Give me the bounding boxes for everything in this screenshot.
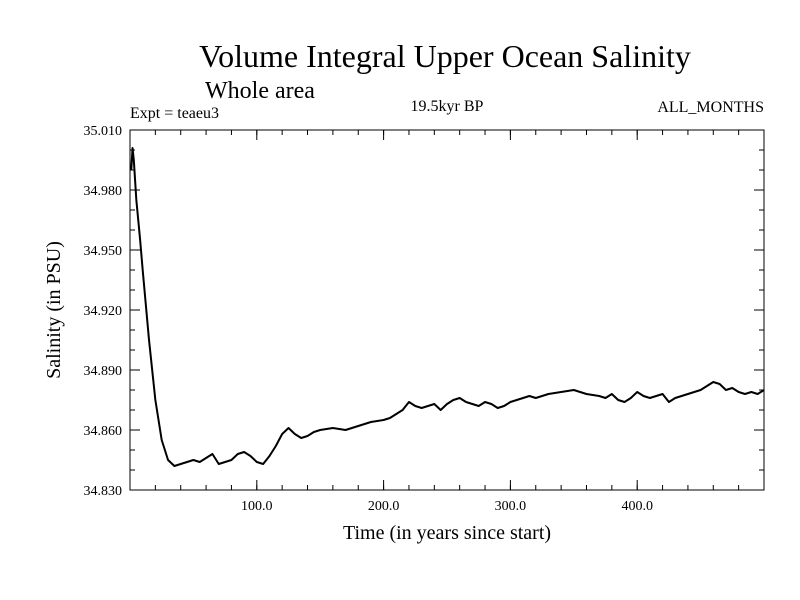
- y-tick-label: 34.950: [84, 244, 123, 259]
- y-tick-label: 34.980: [84, 184, 123, 199]
- x-axis-label: Time (in years since start): [343, 522, 551, 544]
- x-tick-label: 400.0: [621, 499, 653, 514]
- x-tick-labels: 100.0 200.0 300.0 400.0: [241, 499, 653, 514]
- y-tick-labels: 34.830 34.860 34.890 34.920 34.950 34.980 35.0…: [84, 124, 123, 499]
- x-tick-label: 300.0: [495, 499, 527, 514]
- chart-title: Volume Integral Upper Ocean Salinity: [199, 38, 691, 74]
- y-tick-label: 34.890: [84, 364, 123, 379]
- y-tick-label: 35.010: [84, 124, 123, 139]
- axis-ticks: [130, 129, 764, 491]
- y-axis-label: Salinity (in PSU): [43, 241, 65, 379]
- plot-frame: [129, 129, 765, 491]
- chart-subtitle: Whole area: [205, 78, 315, 104]
- y-tick-label: 34.920: [84, 304, 123, 319]
- x-tick-label: 200.0: [368, 499, 400, 514]
- x-tick-label: 100.0: [241, 499, 273, 514]
- months-label: ALL_MONTHS: [657, 99, 764, 116]
- experiment-label: Expt = teaeu3: [130, 105, 219, 122]
- series-line-salinity: [130, 147, 765, 467]
- y-tick-label: 34.830: [84, 484, 123, 499]
- period-label: 19.5kyr BP: [411, 98, 484, 115]
- y-tick-label: 34.860: [84, 424, 123, 439]
